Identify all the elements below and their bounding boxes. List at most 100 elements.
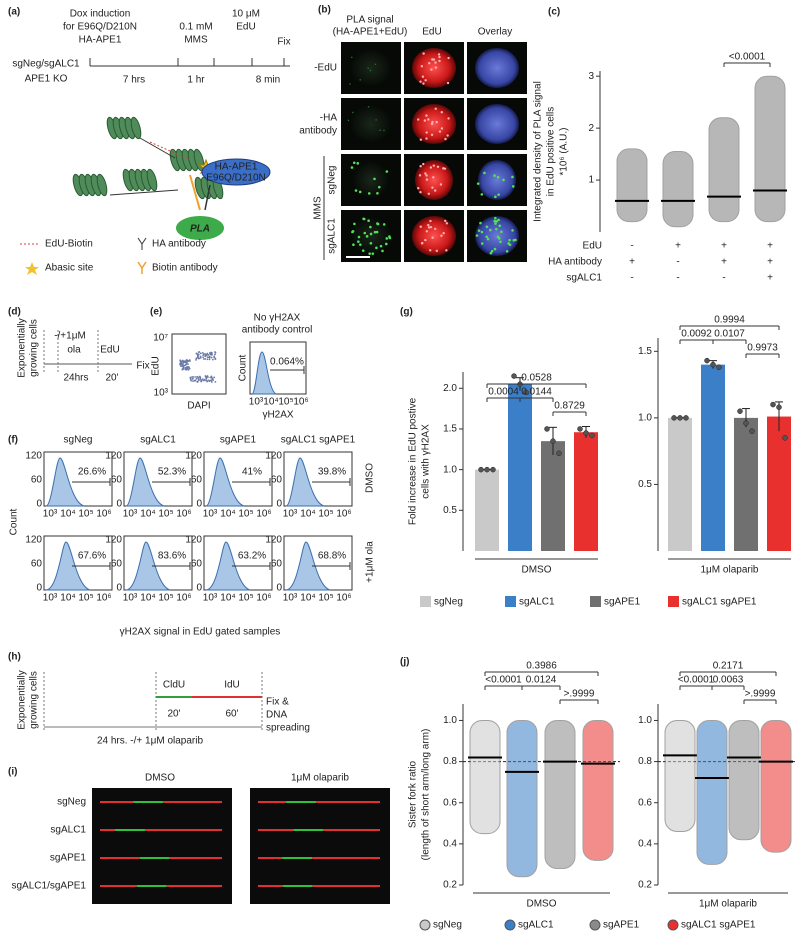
timeline-label: spreading: [266, 723, 310, 734]
p-value: 0.0004: [488, 387, 519, 398]
pla-dot: [352, 161, 356, 165]
nucleus: [349, 48, 393, 88]
tick-label: 10⁶: [336, 593, 351, 604]
cell-label: APE1 KO: [25, 74, 68, 85]
plot-title: antibody control: [242, 325, 313, 336]
group-label: 1μM olaparib: [699, 899, 757, 910]
speckle: [429, 225, 433, 229]
row-label: sgNeg: [327, 166, 338, 195]
speckle: [425, 137, 428, 140]
speckle: [430, 68, 433, 71]
pla-dot: [502, 178, 505, 182]
event: [210, 353, 213, 356]
speckle: [445, 222, 449, 225]
speckle: [439, 183, 443, 186]
nucleus: [478, 160, 516, 200]
y-tick-label: 2.0: [443, 383, 457, 394]
bar: [668, 417, 692, 551]
speckle: [425, 131, 428, 134]
replicate: [743, 420, 749, 426]
tick-label: 120: [25, 535, 42, 546]
tick-label: 10⁶: [336, 509, 351, 520]
histogram: [125, 541, 171, 591]
speckle: [446, 134, 449, 137]
pla-dot: [369, 225, 372, 229]
event: [199, 378, 202, 380]
speckle: [367, 105, 370, 108]
pla-dot: [375, 230, 379, 234]
row-label: sgAPE1: [50, 853, 87, 864]
tick-label: 0: [116, 583, 122, 594]
y-tick-label: 1.5: [638, 346, 652, 357]
pla-dot: [376, 192, 379, 195]
pla-dot: [498, 224, 502, 228]
pla-dot: [514, 238, 517, 242]
y-tick-label: 0.8: [638, 756, 652, 767]
speckle: [419, 225, 422, 228]
tick-label: 10⁴: [140, 593, 155, 604]
speckle: [429, 249, 432, 252]
pla-dot: [494, 216, 497, 220]
speckle: [383, 129, 385, 132]
column-header: PLA signal: [346, 15, 393, 26]
pla-dot: [475, 234, 479, 237]
cell-label: growing cells: [29, 319, 40, 377]
event: [182, 360, 184, 363]
tick-label: 10³: [154, 388, 169, 399]
timeline-label: 24 hrs. -/+ 1μM olaparib: [97, 736, 204, 747]
speckle: [436, 165, 440, 168]
pla-dot: [356, 162, 360, 165]
event: [214, 351, 217, 354]
speckle: [379, 129, 381, 131]
condition-value: -: [630, 241, 633, 252]
pla-dot: [350, 166, 354, 169]
tick-label: 10³: [43, 509, 58, 520]
tick-label: 120: [265, 451, 282, 462]
pla-dot: [373, 177, 376, 181]
tick-label: 10⁴: [140, 509, 155, 520]
condition-value: +: [629, 257, 635, 268]
nucleus: [475, 48, 519, 88]
timeline-label: 10 μM: [232, 9, 260, 20]
speckle: [429, 166, 433, 169]
axis-title: γH2AX signal in EdU gated samples: [120, 627, 281, 638]
legend-label: Abasic site: [45, 263, 94, 274]
axis-title: EdU: [151, 356, 162, 375]
replicate: [770, 401, 776, 408]
event: [185, 368, 188, 371]
y-tick-label: 0.2: [443, 880, 457, 891]
speckle: [422, 82, 425, 85]
point-cloud: [544, 719, 576, 870]
y-tick-label: 0.5: [443, 505, 457, 516]
timeline-label: 0.1 mM: [179, 22, 212, 33]
speckle: [427, 223, 430, 227]
p-value: <0.0001: [485, 675, 522, 686]
replicate: [716, 364, 722, 371]
condition-value: +: [767, 257, 773, 268]
event: [195, 376, 197, 378]
gate-percent: 67.6%: [78, 551, 106, 562]
duration: 8 min: [256, 75, 280, 86]
histogram: [125, 457, 165, 507]
speckle: [433, 189, 437, 192]
panel-label: (j): [400, 657, 409, 668]
speckle: [432, 176, 435, 179]
event: [192, 376, 195, 378]
speckle: [424, 172, 427, 175]
legend-icon: [137, 261, 143, 269]
speckle: [433, 227, 437, 231]
axis-title: in EdU positive cells: [546, 107, 557, 196]
pla-dot: [375, 246, 378, 250]
pla-dot: [363, 231, 367, 235]
tick-label: 60: [111, 475, 123, 486]
replicate: [683, 415, 689, 421]
speckle: [430, 122, 434, 126]
speckle: [444, 137, 447, 141]
column-header: EdU: [422, 27, 441, 38]
nucleus: [415, 160, 453, 200]
y-tick-label: 0.8: [443, 756, 457, 767]
tick-label: 10⁷: [153, 333, 168, 344]
tick-label: 10⁶: [293, 397, 308, 408]
axis-title: DAPI: [187, 401, 210, 412]
pla-dot: [480, 242, 484, 245]
